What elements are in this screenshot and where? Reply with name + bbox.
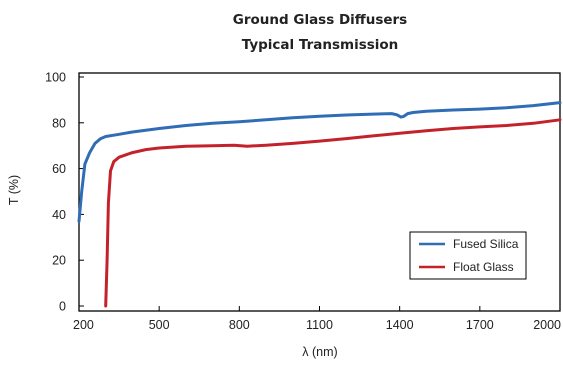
legend-box — [409, 231, 527, 280]
x-tick-label: 800 — [229, 318, 250, 332]
x-tick-label: 500 — [149, 318, 170, 332]
legend-label-float-glass: Float Glass — [453, 260, 514, 274]
y-tick-label: 0 — [59, 300, 66, 314]
y-tick-label: 100 — [45, 71, 66, 85]
x-axis-label: λ (nm) — [302, 345, 337, 359]
series-line-fused-silica — [77, 101, 562, 223]
legend-label-fused-silica: Fused Silica — [453, 237, 519, 251]
legend: Fused Silica Float Glass — [409, 231, 527, 280]
x-tick-label: 2000 — [533, 318, 561, 332]
x-axis-ticks: 200 500 800 1100 1400 1700 2000 — [73, 306, 561, 332]
series-line-float-glass — [104, 118, 562, 308]
chart-title: Ground Glass Diffusers — [233, 12, 407, 28]
x-tick-label: 1100 — [306, 318, 333, 332]
x-tick-label: 200 — [73, 318, 94, 332]
y-tick-label: 20 — [52, 254, 66, 268]
series-lines — [77, 101, 562, 308]
y-tick-label: 60 — [52, 162, 66, 176]
x-tick-label: 1700 — [466, 318, 494, 332]
y-axis-ticks: 0 20 40 60 80 100 — [45, 71, 84, 314]
y-tick-label: 80 — [52, 116, 66, 130]
x-tick-label: 1400 — [386, 318, 414, 332]
chart-subtitle: Typical Transmission — [242, 37, 399, 53]
y-axis-label: T (%) — [7, 175, 21, 205]
y-tick-label: 40 — [52, 208, 66, 222]
